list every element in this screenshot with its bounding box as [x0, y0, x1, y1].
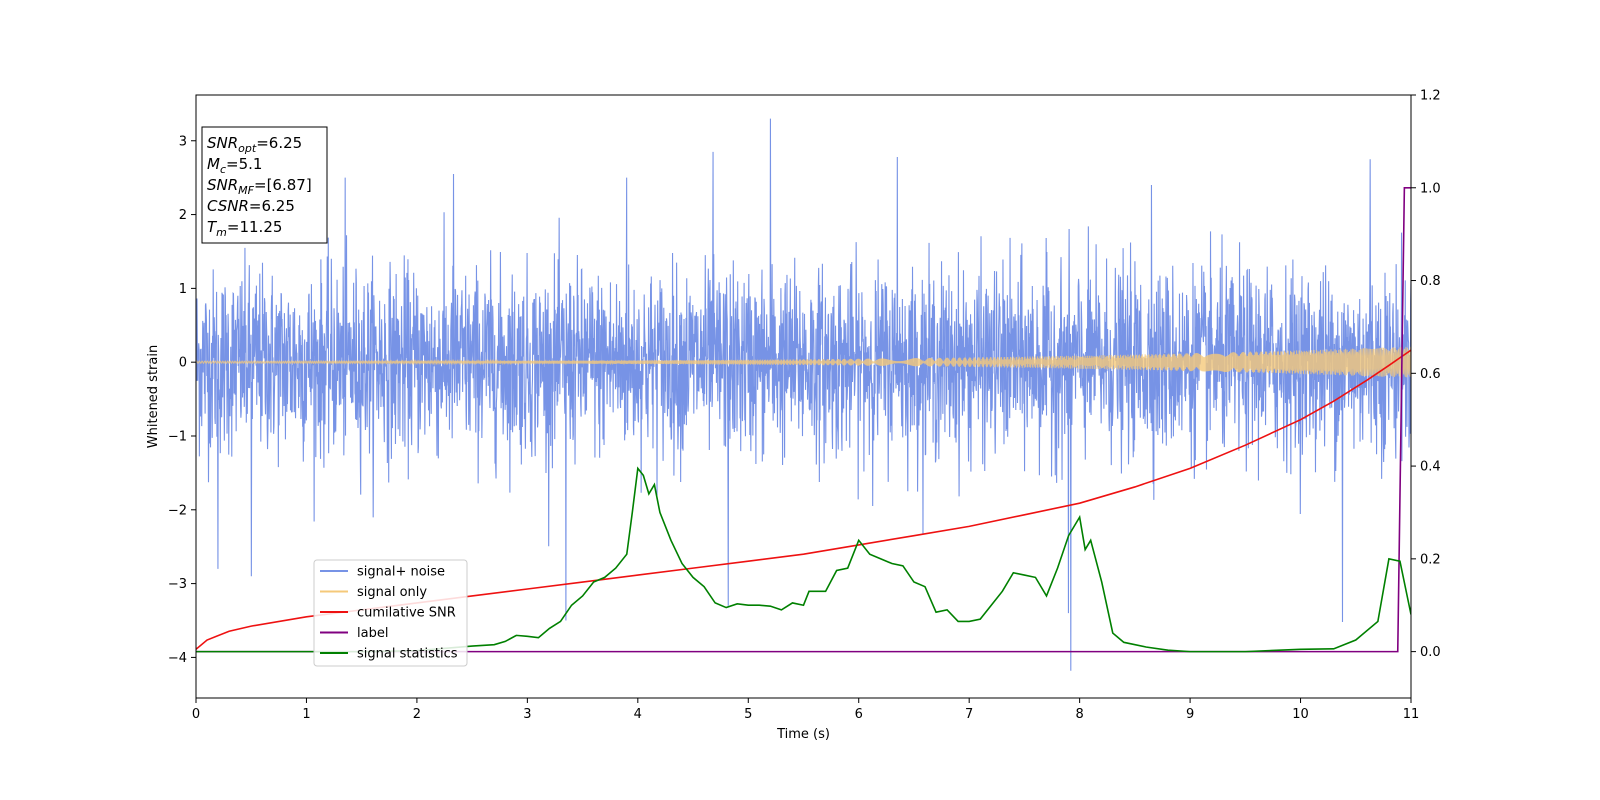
info-line: Mc=5.1 [207, 155, 262, 176]
x-tick-label: 4 [634, 707, 642, 722]
series-signal-only-line [196, 346, 1411, 378]
x-tick-label: 7 [965, 707, 973, 722]
y2-tick-label: 0.4 [1420, 460, 1441, 475]
y-tick-label: −3 [168, 577, 187, 592]
y2-tick-label: 1.2 [1420, 89, 1441, 104]
legend-label: cumilative SNR [357, 606, 456, 621]
y2-tick-label: 0.8 [1420, 274, 1441, 289]
legend: signal+ noise signal only cumilative SNR la… [313, 559, 468, 667]
info-line: CSNR=6.25 [207, 197, 295, 215]
x-tick-label: 5 [744, 707, 752, 722]
x-tick-label: 2 [413, 707, 421, 722]
series-label-line [196, 186, 1411, 653]
x-tick-label: 8 [1075, 707, 1083, 722]
x-tick-label: 0 [192, 707, 200, 722]
legend-label: signal+ noise [357, 565, 445, 580]
y-tick-label: 0 [179, 356, 187, 371]
legend-label: signal statistics [357, 647, 458, 662]
legend-label: label [357, 626, 388, 641]
plot-frame [195, 94, 1412, 699]
info-line: Tm=11.25 [207, 218, 282, 239]
y-tick-label: −2 [168, 503, 187, 518]
legend-frame [313, 559, 468, 667]
y2-tick-label: 0.2 [1420, 552, 1441, 567]
y2-tick-label: 0.0 [1420, 645, 1441, 660]
y2-tick-label: 1.0 [1420, 181, 1441, 196]
y-tick-label: 1 [179, 282, 187, 297]
y-tick-label: 3 [179, 134, 187, 149]
series-signal-noise-line [196, 118, 1411, 671]
y-tick-label: −1 [168, 429, 187, 444]
series-signal-statistics-line [196, 466, 1411, 653]
info-box-frame [201, 126, 328, 244]
axis-ticks: 0 1 2 3 4 5 6 7 8 9 10 11 −4 −3 −2 −1 0 1 2 3 0.0 0.2 0.4 0.6 0.… [168, 89, 1441, 723]
info-line: SNRopt=6.25 [207, 134, 302, 155]
x-tick-label: 6 [855, 707, 863, 722]
x-tick-label: 10 [1292, 707, 1309, 722]
x-axis-label: Time (s) [776, 727, 830, 742]
y-tick-label: 2 [179, 208, 187, 223]
y2-tick-label: 0.6 [1420, 367, 1441, 382]
y-axis-label: Whitened strain [146, 345, 161, 448]
legend-label: signal only [357, 585, 427, 600]
info-line: SNRMF=[6.87] [207, 176, 312, 197]
y-tick-label: −4 [168, 651, 187, 666]
x-tick-label: 9 [1186, 707, 1194, 722]
x-tick-label: 11 [1403, 707, 1420, 722]
x-tick-label: 3 [523, 707, 531, 722]
x-tick-label: 1 [302, 707, 310, 722]
